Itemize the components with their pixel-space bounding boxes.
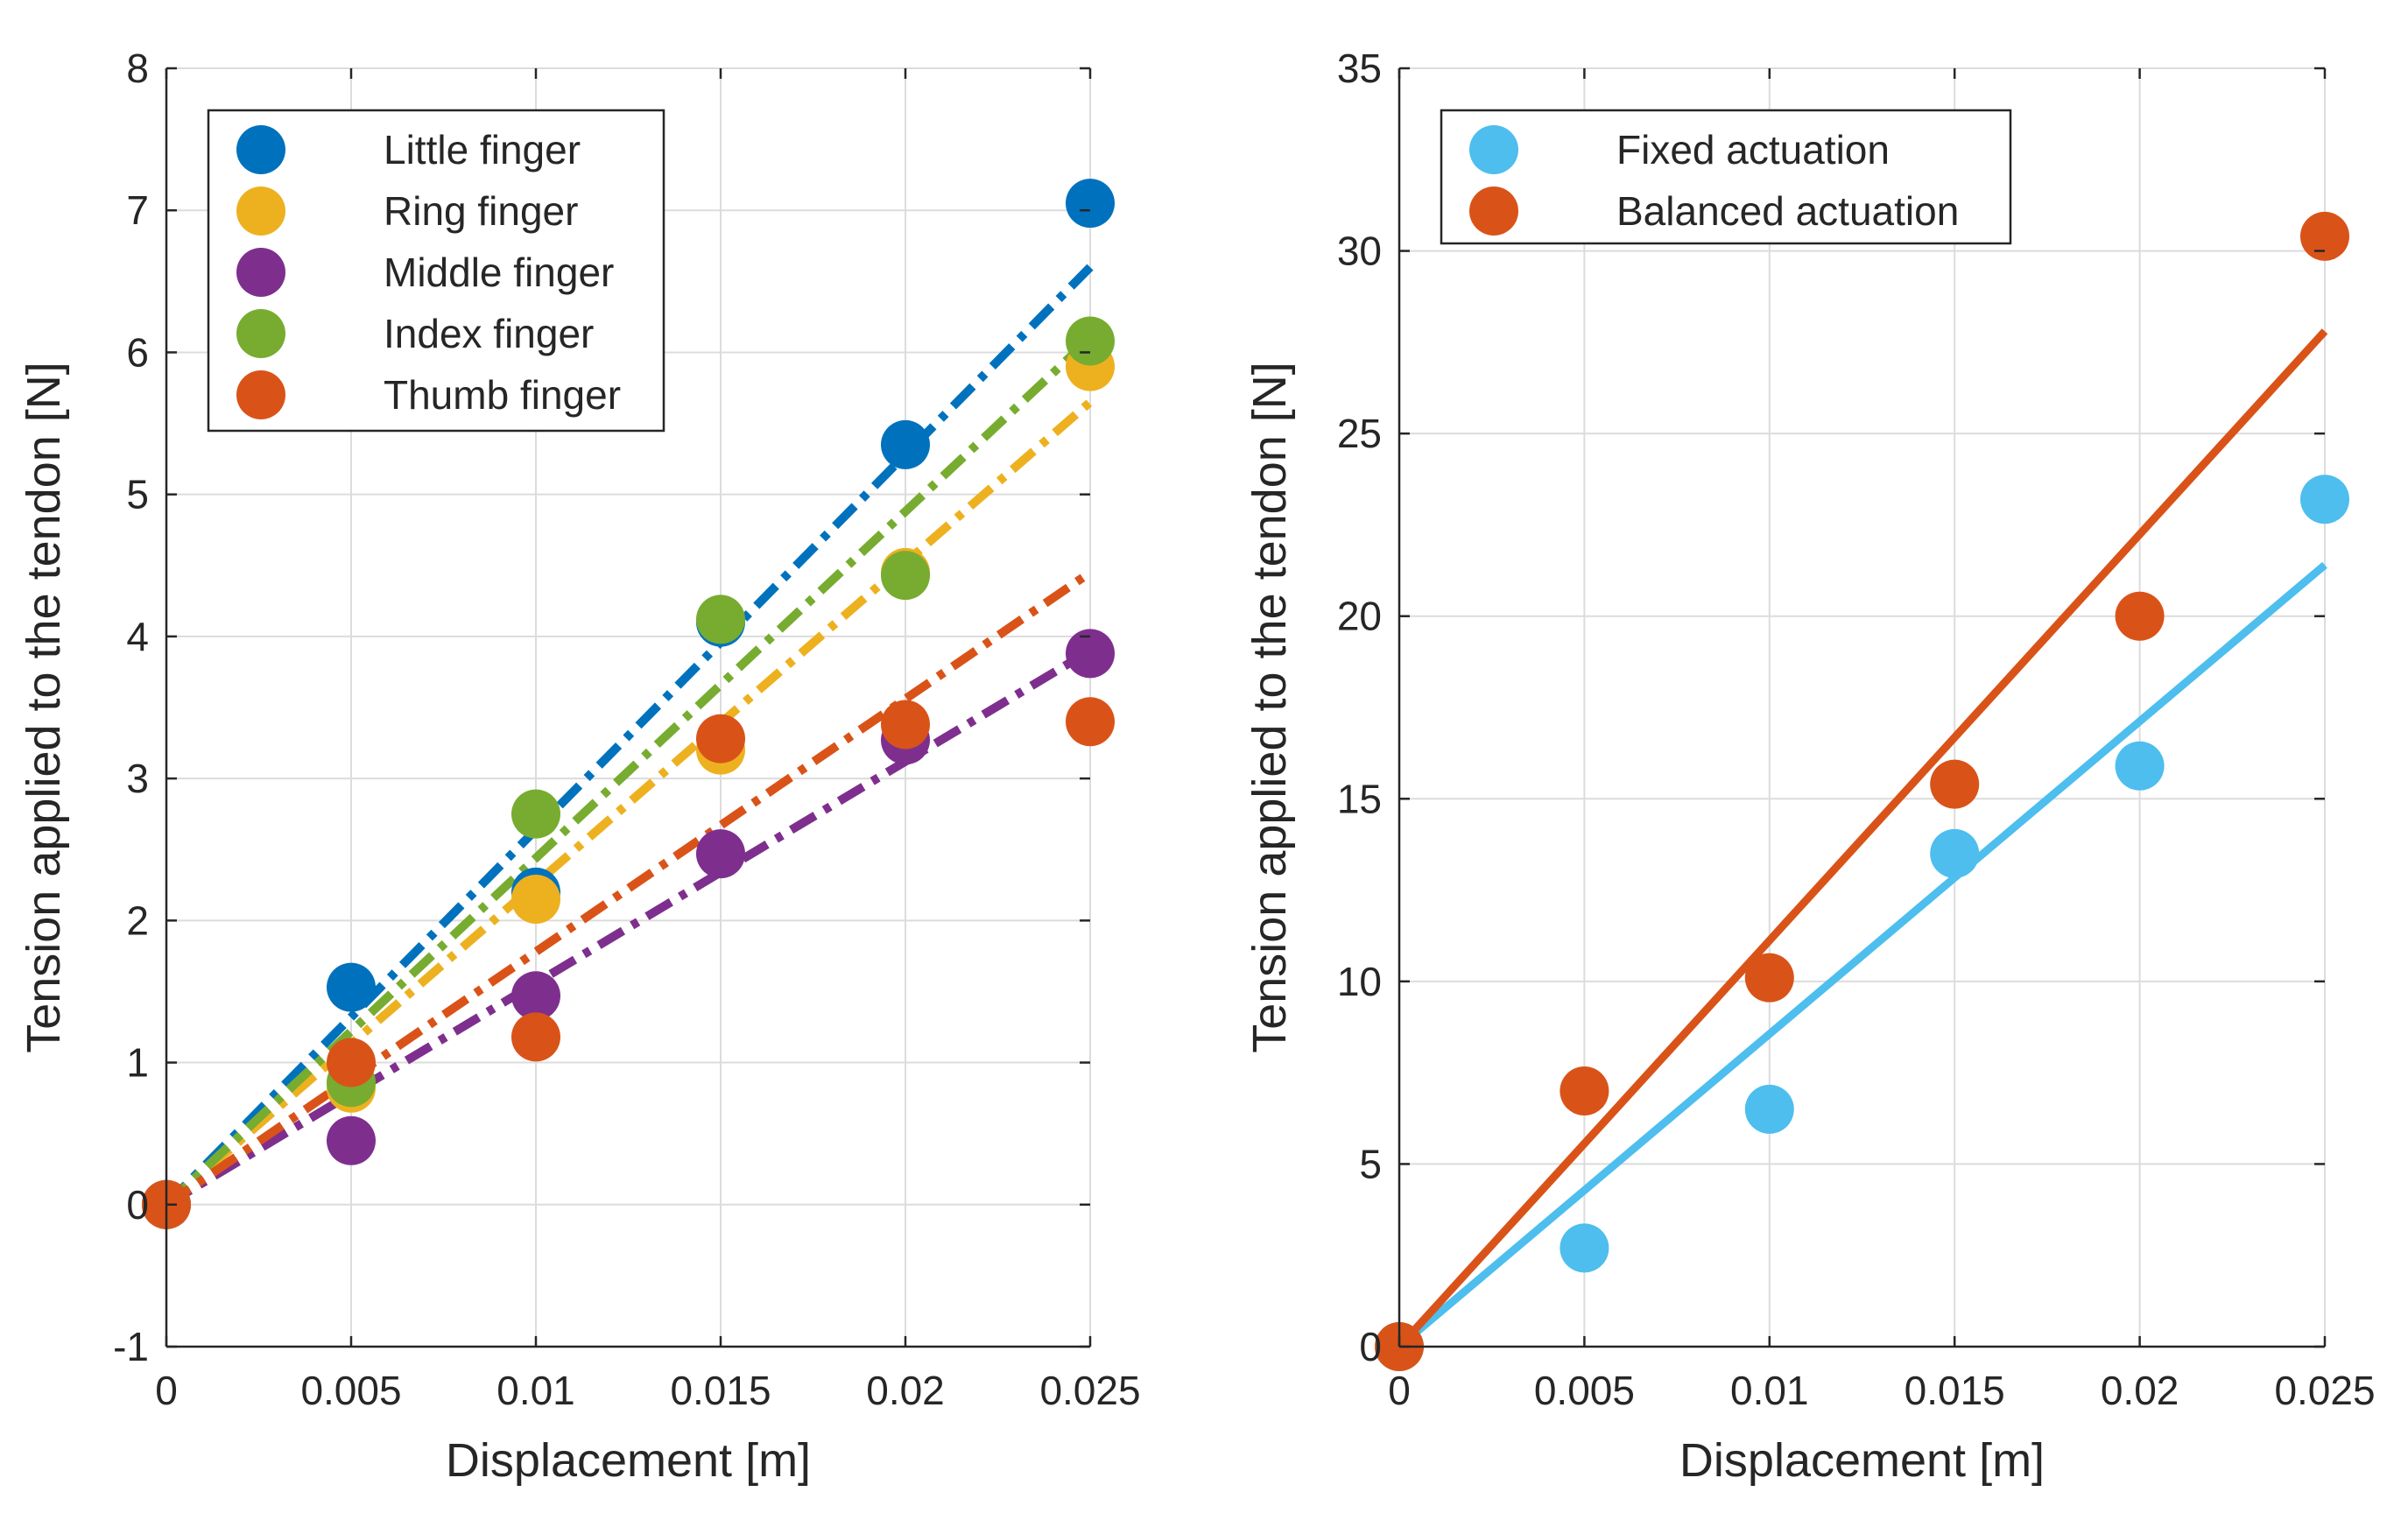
legend-label: Index finger	[384, 311, 594, 356]
x-tick-label: 0.005	[1534, 1368, 1635, 1413]
y-axis-label: Tension applied to the tendon [N]	[18, 362, 70, 1053]
plot-area	[1399, 68, 2325, 1347]
marker-little-finger	[1066, 179, 1115, 229]
marker-middle-finger	[327, 1115, 376, 1165]
marker-middle-finger	[511, 971, 560, 1021]
marker-index-finger	[1066, 316, 1115, 366]
y-tick-label: 6	[126, 329, 149, 375]
x-tick-label: 0.015	[1905, 1368, 2005, 1413]
marker-balanced-actuation	[1560, 1066, 1609, 1115]
y-tick-label: 5	[126, 472, 149, 517]
marker-thumb-finger	[881, 700, 930, 749]
legend-label: Middle finger	[384, 250, 614, 295]
legend-label: Thumb finger	[384, 372, 621, 418]
y-tick-label: 30	[1337, 229, 1382, 274]
y-tick-label: 8	[126, 46, 149, 91]
marker-middle-finger	[1066, 629, 1115, 679]
legend-label: Ring finger	[384, 188, 578, 234]
marker-balanced-actuation	[1744, 953, 1794, 1003]
y-tick-label: 2	[126, 897, 149, 943]
y-tick-label: 0	[1359, 1324, 1382, 1369]
marker-fixed-actuation	[1560, 1223, 1609, 1273]
chart-actuation-tension: 0 0.005 0.01 0.015 0.02 0.025 0 5 10 15 20 25 30 35 Di…	[1243, 46, 2376, 1487]
fit-line-ring-finger	[163, 398, 1094, 1208]
marker-little-finger	[327, 962, 376, 1012]
y-tick-label: 20	[1337, 594, 1382, 639]
x-tick-label: 0.01	[496, 1368, 575, 1413]
legend-marker	[236, 248, 285, 297]
legend-label: Balanced actuation	[1616, 188, 1959, 234]
legend-label: Little finger	[384, 127, 581, 172]
y-tick-label: 7	[126, 187, 149, 233]
x-tick-label: 0.005	[300, 1368, 401, 1413]
x-axis-label: Displacement [m]	[446, 1434, 811, 1487]
legend-marker	[1469, 125, 1518, 174]
x-tick-label: 0	[155, 1368, 178, 1413]
marker-ring-finger	[511, 875, 560, 924]
marker-fixed-actuation	[1930, 828, 1980, 878]
y-tick-label: 4	[126, 614, 149, 659]
y-tick-label: -1	[113, 1324, 149, 1369]
fit-line-fixed-actuation	[1397, 561, 2327, 1350]
marker-thumb-finger	[327, 1038, 376, 1087]
legend-marker	[236, 125, 285, 174]
fit-line-balanced-actuation	[1396, 328, 2328, 1350]
y-tick-label: 10	[1337, 959, 1382, 1004]
x-tick-label: 0.025	[1039, 1368, 1140, 1413]
marker-thumb-finger	[1066, 697, 1115, 747]
x-tick-label: 0.01	[1730, 1368, 1809, 1413]
x-axis-label: Displacement [m]	[1679, 1434, 2045, 1487]
x-tick-label: 0	[1388, 1368, 1411, 1413]
legend: Little finger Ring finger Middle finger Ind…	[207, 109, 665, 433]
marker-balanced-actuation	[2300, 211, 2349, 261]
marker-fixed-actuation	[2300, 475, 2349, 524]
x-tick-label: 0.015	[670, 1368, 771, 1413]
marker-balanced-actuation	[2115, 591, 2165, 641]
marker-index-finger	[881, 551, 930, 601]
fit-line-middle-finger	[164, 646, 1093, 1209]
legend-marker	[236, 370, 285, 419]
marker-thumb-finger	[511, 1012, 560, 1062]
marker-middle-finger	[696, 829, 745, 879]
fit-line-little-finger	[163, 264, 1094, 1208]
x-tick-label: 0.02	[2101, 1368, 2179, 1413]
y-tick-label: 3	[126, 756, 149, 801]
marker-fixed-actuation	[1744, 1084, 1794, 1134]
y-tick-label: 35	[1337, 46, 1382, 91]
marker-fixed-actuation	[2115, 741, 2165, 791]
legend-marker	[236, 186, 285, 236]
marker-little-finger	[881, 419, 930, 469]
legend-label: Fixed actuation	[1616, 127, 1890, 172]
y-tick-label: 0	[126, 1182, 149, 1228]
legend-marker	[236, 309, 285, 358]
marker-index-finger	[511, 789, 560, 839]
x-tick-label: 0.02	[866, 1368, 945, 1413]
y-tick-label: 5	[1359, 1141, 1382, 1186]
y-tick-label: 1	[126, 1040, 149, 1086]
marker-thumb-finger	[696, 714, 745, 764]
chart-finger-tension: 0 0.005 0.01 0.015 0.02 0.025-1012345678Displ…	[18, 46, 1141, 1487]
y-tick-label: 25	[1337, 411, 1382, 456]
legend: Fixed actuation Balanced actuation	[1440, 109, 2012, 245]
y-tick-label: 15	[1337, 776, 1382, 821]
marker-balanced-actuation	[1930, 759, 1980, 809]
fit-line-thumb-finger	[164, 568, 1093, 1208]
legend-box	[1440, 109, 2012, 245]
y-axis-label: Tension applied to the tendon [N]	[1243, 362, 1296, 1053]
marker-index-finger	[696, 595, 745, 644]
legend-marker	[1469, 186, 1518, 236]
fit-line-index-finger	[163, 334, 1094, 1208]
x-tick-label: 0.025	[2274, 1368, 2375, 1413]
